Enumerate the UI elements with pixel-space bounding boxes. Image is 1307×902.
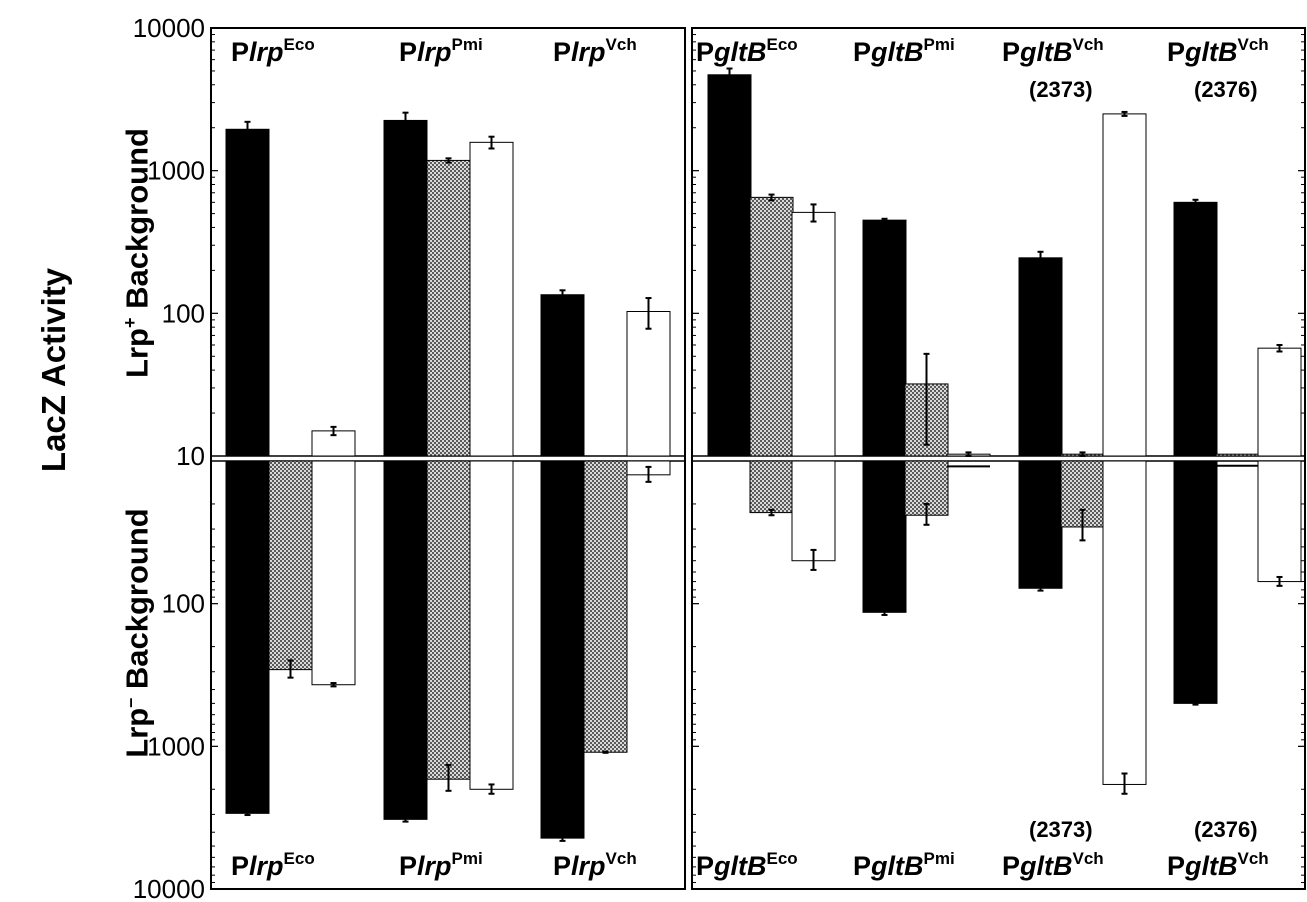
bar-bottom (469, 460, 514, 790)
y-axis-title: LacZ Activity (35, 267, 72, 473)
bar-top (540, 294, 585, 457)
bar-bottom (862, 460, 907, 613)
y-tick-label: 1000 (147, 731, 205, 761)
bar-bottom (583, 460, 628, 753)
group-label-top: PlrpEco (231, 35, 315, 67)
bar-bottom (225, 460, 270, 814)
strain-label-bottom: (2373) (1029, 817, 1093, 842)
y-tick-label: 10 (176, 441, 205, 471)
bar-top (1257, 347, 1302, 457)
group-label-bottom: PgltBEco (696, 849, 798, 881)
bar-bottom (540, 460, 585, 839)
y-tick-label: 100 (162, 298, 205, 328)
group-label-top: PgltBEco (696, 35, 798, 67)
bar-top (225, 128, 270, 457)
strain-label-top: (2373) (1029, 77, 1093, 102)
bar-top (862, 219, 907, 457)
bar-top (791, 211, 836, 457)
panel-frame (691, 27, 1306, 890)
group-label-bottom: PgltBVch (1167, 849, 1269, 881)
row-label-lrp-minus-prefix: Lrp (119, 707, 155, 758)
strain-label-bottom: (2376) (1194, 817, 1258, 842)
bar-bottom (311, 460, 356, 686)
bar-bottom (268, 460, 313, 671)
y-tick-label: 10000 (133, 874, 205, 902)
group-label-bottom: PlrpPmi (399, 849, 483, 881)
bar-bottom (1173, 460, 1218, 704)
bar-bottom (426, 460, 471, 780)
group-label-bottom: PlrpVch (553, 849, 637, 881)
bar-top (1215, 453, 1260, 457)
row-label-lrp-minus-sup: – (120, 697, 140, 708)
panel-frame (210, 27, 686, 890)
group-label-top: PlrpVch (553, 35, 637, 67)
bar-top (469, 141, 514, 457)
bar-top (707, 74, 752, 457)
bar-top (1102, 113, 1147, 457)
bar-top (626, 311, 671, 457)
row-label-lrp-plus-sup: + (120, 317, 140, 329)
group-label-top: PgltBVch (1167, 35, 1269, 67)
row-label-lrp-plus: Lrp+ Background (113, 93, 154, 413)
row-label-lrp-plus-suffix: Background (119, 128, 155, 318)
group-label-bottom: PgltBVch (1002, 849, 1104, 881)
y-tick-label: 1000 (147, 156, 205, 186)
bar-top (1173, 201, 1218, 457)
y-tick-label: 100 (162, 589, 205, 619)
group-label-top: PlrpPmi (399, 35, 483, 67)
group-label-top: PgltBPmi (853, 35, 955, 67)
row-label-lrp-plus-prefix: Lrp (119, 328, 155, 378)
bar-bottom (791, 460, 836, 562)
bar-bottom (1257, 460, 1302, 583)
bar-top (383, 119, 428, 457)
strain-label-top: (2376) (1194, 77, 1258, 102)
group-label-bottom: PgltBPmi (853, 849, 955, 881)
bar-top (426, 159, 471, 457)
bar-top (749, 196, 794, 457)
group-label-bottom: PlrpEco (231, 849, 315, 881)
bar-bottom (749, 460, 794, 514)
row-label-lrp-minus: Lrp– Background (113, 461, 154, 805)
row-label-lrp-minus-suffix: Background (119, 508, 155, 698)
bar-top (1018, 257, 1063, 457)
bar-bottom (1102, 460, 1147, 785)
bar-bottom (383, 460, 428, 820)
group-label-top: PgltBVch (1002, 35, 1104, 67)
y-tick-label: 10000 (133, 13, 205, 43)
bar-bottom (1018, 460, 1063, 589)
